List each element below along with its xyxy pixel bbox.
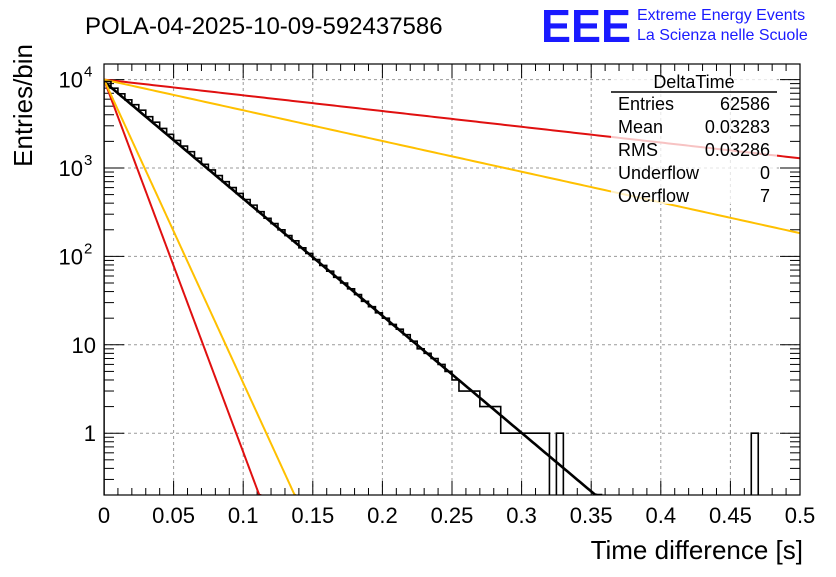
logo-line-1: Extreme Energy Events (637, 7, 805, 24)
x-tick-label: 0.2 (367, 503, 398, 528)
y-tick-exponent: 3 (84, 152, 92, 169)
y-tick-label: 10 (72, 333, 96, 358)
x-tick-label: 0.5 (785, 503, 816, 528)
x-tick-label: 0 (98, 503, 110, 528)
x-tick-label: 0.25 (431, 503, 474, 528)
x-tick-label: 0.1 (228, 503, 259, 528)
x-tick-label: 0.3 (506, 503, 537, 528)
x-axis-label: Time difference [s] (591, 535, 803, 565)
chart-title: POLA-04-2025-10-09-592437586 (85, 13, 443, 40)
x-tick-label: 0.45 (709, 503, 752, 528)
x-axis-ticks: 0 0.05 0.1 0.15 0.2 0.25 0.3 0.35 0.4 0.45 0.5 (98, 64, 815, 528)
stats-row-value: 0.03286 (705, 140, 770, 160)
stats-row-label: Overflow (618, 186, 690, 206)
x-tick-label: 0.05 (152, 503, 195, 528)
grid-lines (104, 64, 800, 495)
stats-box-title: DeltaTime (653, 72, 734, 92)
stats-row-label: Entries (618, 94, 674, 114)
y-axis-label: Entries/bin (8, 44, 38, 167)
x-tick-label: 0.15 (291, 503, 334, 528)
y-tick-label: 1 (84, 421, 96, 446)
stats-box-rows: Entries 62586 Mean 0.03283 RMS 0.03286Underfl… (618, 94, 770, 206)
y-tick-exponent: 4 (84, 64, 92, 81)
y-tick-exponent: 2 (84, 240, 92, 257)
stats-row-value: 7 (760, 186, 770, 206)
plot-frame (103, 63, 801, 496)
fit-curve-orange-steep (104, 79, 297, 495)
stats-row-value: 62586 (720, 94, 770, 114)
eee-logo: EEE Extreme Energy Events La Scienza nel… (541, 0, 808, 52)
stats-box: DeltaTime Entries 62586 Mean 0.03283 RMS 0.03… (611, 72, 777, 206)
stats-row-label: Mean (618, 117, 663, 137)
x-tick-label: 0.4 (646, 503, 677, 528)
stats-row-value: 0.03283 (705, 117, 770, 137)
stats-row-label: RMS (618, 140, 658, 160)
y-tick-label: 10 (59, 68, 83, 93)
stats-row-value: 0 (760, 163, 770, 183)
histogram-series (104, 80, 760, 495)
x-tick-label: 0.35 (570, 503, 613, 528)
stats-box-panel (611, 76, 777, 204)
y-tick-label: 10 (59, 244, 83, 269)
y-tick-label: 10 (59, 156, 83, 181)
stats-row-label: Underflow (618, 163, 700, 183)
fit-curve-orange-shallow (104, 78, 800, 235)
fit-curve-red-steep (104, 79, 262, 495)
logo-text: EEE (541, 0, 631, 52)
logo-line-2: La Scienza nelle Scuole (637, 27, 808, 44)
